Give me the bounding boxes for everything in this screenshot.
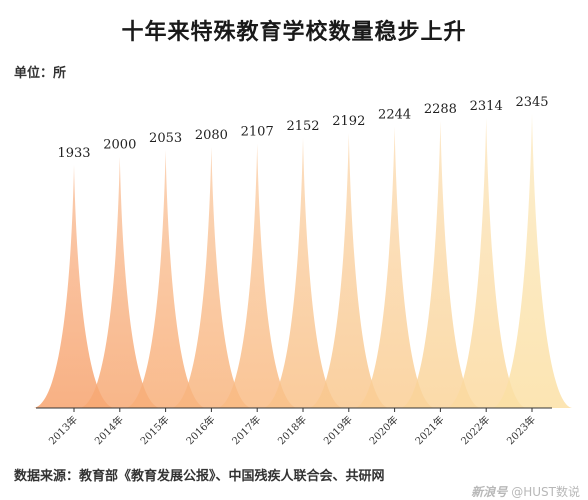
value-label: 2107 <box>241 124 274 139</box>
value-label: 1933 <box>57 146 90 161</box>
watermark-brand: 新浪号 <box>471 485 508 499</box>
value-label: 2192 <box>332 114 365 129</box>
x-tick-label: 2018年 <box>275 413 309 447</box>
spike-2018年 <box>263 137 343 408</box>
value-label: 2000 <box>103 138 136 153</box>
x-tick-label: 2014年 <box>92 413 126 447</box>
value-label: 2152 <box>286 119 319 134</box>
spike-2015年 <box>125 150 206 408</box>
x-tick-label: 2023年 <box>504 413 538 447</box>
x-tick-label: 2017年 <box>229 413 263 447</box>
x-tick-label: 2020年 <box>366 413 400 447</box>
chart: 1933 2000 2053 2080 2107 2152 2192 2244 2288 2314… <box>34 95 572 447</box>
x-tick-label: 2013年 <box>46 413 80 447</box>
x-tick-label: 2016年 <box>183 413 217 447</box>
spike-2014年 <box>79 156 160 408</box>
spike-2023年 <box>492 114 572 408</box>
x-tick-label: 2021年 <box>412 413 446 447</box>
spike-2020年 <box>354 126 435 408</box>
value-label: 2080 <box>195 128 228 143</box>
spike-2022年 <box>446 117 527 409</box>
x-tick-label: 2022年 <box>458 413 492 447</box>
watermark-handle: @HUST数说 <box>511 485 580 499</box>
value-label: 2288 <box>424 102 457 117</box>
spike-2019年 <box>308 132 389 408</box>
chart-title: 十年来特殊教育学校数量稳步上升 <box>121 19 467 45</box>
value-label: 2314 <box>470 99 503 114</box>
value-label: 2345 <box>515 95 548 110</box>
x-tick-label: 2015年 <box>137 413 171 447</box>
spike-2016年 <box>171 146 252 408</box>
x-tick-label: 2019年 <box>321 413 355 447</box>
value-label: 2053 <box>149 131 182 146</box>
unit-label: 单位：所 <box>14 66 67 81</box>
spike-2013年 <box>34 165 114 408</box>
spike-2017年 <box>217 143 298 408</box>
value-label: 2244 <box>378 108 411 123</box>
spike-2021年 <box>400 121 481 409</box>
watermark: 新浪号 @HUST数说 <box>471 483 580 500</box>
source-note: 数据来源：教育部《教育发展公报》、中国残疾人联合会、共研网 <box>14 469 385 484</box>
